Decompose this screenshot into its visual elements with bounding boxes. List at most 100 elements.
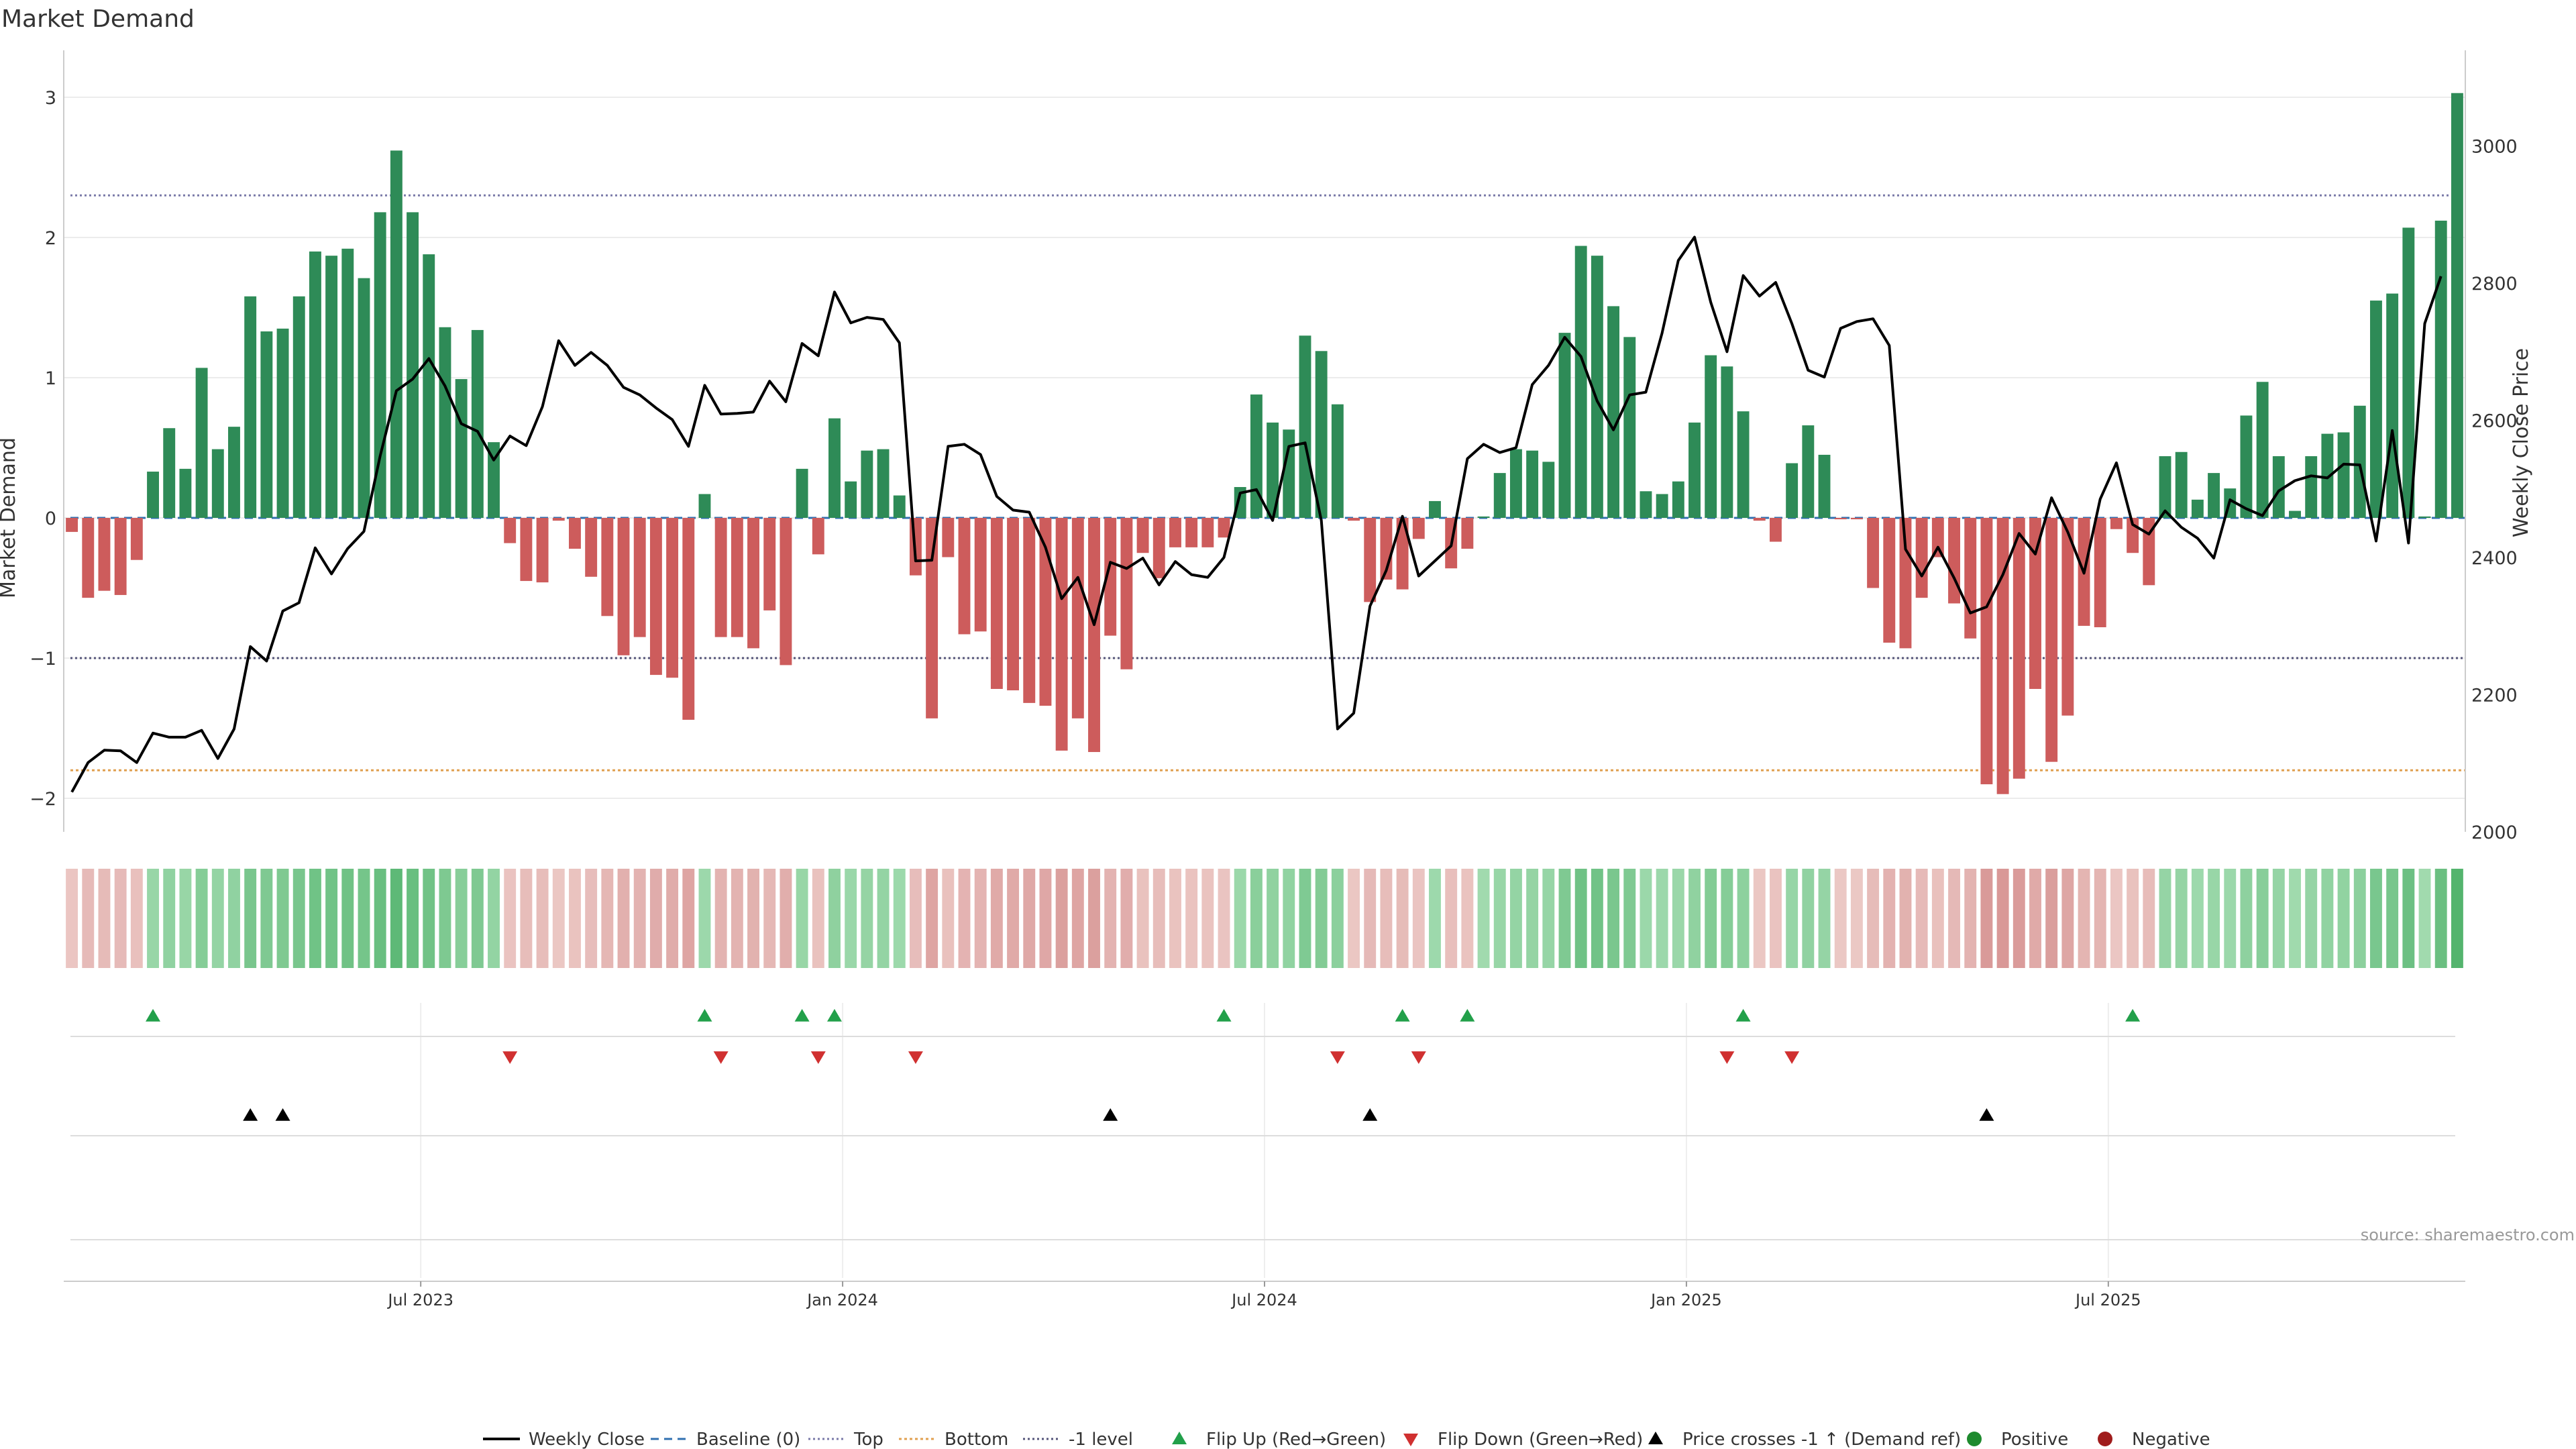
demand-bar-negative (1007, 518, 1020, 691)
demand-bar-negative (2061, 518, 2074, 716)
heat-strip-cell (1558, 869, 1571, 968)
heat-strip-cell (2272, 869, 2285, 968)
heat-strip-cell (1104, 869, 1117, 968)
heat-strip-cell (633, 869, 646, 968)
demand-bar-negative (520, 518, 533, 582)
heat-strip-cell (2240, 869, 2253, 968)
demand-bar-negative (1883, 518, 1896, 643)
heat-strip-cell (1185, 869, 1198, 968)
heat-strip-cell (309, 869, 321, 968)
demand-bar-negative (1348, 518, 1360, 521)
heat-strip-cell (82, 869, 95, 968)
heat-strip-cell (292, 869, 305, 968)
flip-up-marker (2125, 1009, 2141, 1022)
demand-bar-negative (649, 518, 662, 676)
legend-label: Top (853, 1430, 883, 1449)
demand-bar-negative (1136, 518, 1149, 553)
demand-bar-positive (2272, 456, 2285, 518)
demand-bar-negative (633, 518, 646, 637)
heat-strip-cell (2402, 869, 2415, 968)
chart-title: Market Demand (1, 5, 195, 33)
heat-strip-cell (1493, 869, 1506, 968)
heat-strip-cell (1542, 869, 1555, 968)
heat-strip-cell (2224, 869, 2237, 968)
heat-strip-cell (98, 869, 111, 968)
y2-tick-label: 2000 (2471, 822, 2518, 843)
heat-strip-cell (1574, 869, 1587, 968)
heat-strip-cell (1770, 869, 1782, 968)
demand-bar-positive (260, 331, 273, 518)
heat-strip-cell (1850, 869, 1863, 968)
heat-strip-cell (1721, 869, 1733, 968)
heat-strip-cell (1834, 869, 1847, 968)
heat-strip-cell (1883, 869, 1896, 968)
demand-bar-negative (2012, 518, 2025, 779)
demand-bar-negative (780, 518, 792, 665)
y2-tick-label: 2400 (2471, 548, 2518, 569)
demand-bar-positive (2321, 433, 2334, 518)
heat-strip-cell (1299, 869, 1311, 968)
heat-strip-cell (1737, 869, 1750, 968)
heat-strip-cell (1331, 869, 1344, 968)
demand-bar-positive (2240, 415, 2253, 518)
heat-strip-cell (796, 869, 808, 968)
heat-strip-cell (2289, 869, 2301, 968)
legend-label: Price crosses -1 ↑ (Demand ref) (1682, 1430, 1961, 1449)
demand-heat-strip (66, 869, 2463, 968)
demand-bar-positive (1640, 491, 1652, 518)
heat-strip-cell (260, 869, 273, 968)
heat-strip-cell (2353, 869, 2366, 968)
heat-strip-cell (1509, 869, 1522, 968)
heat-strip-cell (877, 869, 890, 968)
demand-bar-negative (1915, 518, 1928, 598)
demand-bar-positive (1250, 394, 1263, 518)
demand-bar-positive (2418, 516, 2431, 518)
heat-strip-cell (617, 869, 630, 968)
demand-bar-negative (2094, 518, 2106, 628)
flip-up-marker (1460, 1009, 1475, 1022)
demand-bar-negative (98, 518, 111, 591)
heat-strip-cell (66, 869, 78, 968)
demand-bar-negative (2029, 518, 2041, 689)
price-cross-marker (1979, 1108, 1994, 1121)
heat-strip-cell (2208, 869, 2220, 968)
heat-strip-cell (2045, 869, 2058, 968)
flip-down-marker (908, 1051, 923, 1064)
heat-strip-cell (828, 869, 841, 968)
heat-strip-cell (861, 869, 873, 968)
legend: Weekly Close Baseline (0) Top Bottom -1 leve… (483, 1430, 2210, 1449)
demand-bar-positive (1656, 494, 1668, 518)
demand-bar-positive (439, 327, 451, 518)
demand-bar-positive (845, 481, 857, 518)
heat-strip-cell (909, 869, 922, 968)
demand-bar-negative (601, 518, 614, 616)
demand-bar-negative (990, 518, 1003, 689)
heat-strip-cell (276, 869, 289, 968)
heat-strip-cell (2159, 869, 2171, 968)
heat-strip-cell (228, 869, 240, 968)
x-tick-label: Jan 2024 (806, 1291, 878, 1309)
heat-strip-cell (195, 869, 208, 968)
heat-strip-cell (407, 869, 419, 968)
demand-bar-negative (1770, 518, 1782, 542)
heat-strip-cell (1526, 869, 1539, 968)
demand-bar-positive (1721, 366, 1733, 518)
demand-bar-positive (1737, 411, 1750, 518)
demand-bar-positive (1315, 351, 1328, 518)
heat-strip-cell (1656, 869, 1668, 968)
heat-strip-cell (2386, 869, 2399, 968)
demand-bar-negative (130, 518, 143, 560)
axes: −2 −1 0 1 2 3 2000 2200 2400 2600 2800 3000 (30, 50, 2518, 843)
legend-label: Negative (2132, 1430, 2210, 1449)
demand-bar-positive (2159, 456, 2171, 518)
heat-strip-cell (1136, 869, 1149, 968)
demand-bar-positive (861, 450, 873, 518)
demand-bar-negative (926, 518, 938, 718)
heat-strip-cell (763, 869, 776, 968)
heat-strip-cell (1088, 869, 1100, 968)
heat-strip-cell (682, 869, 695, 968)
demand-bar-positive (698, 494, 711, 518)
legend-label: Positive (2001, 1430, 2068, 1449)
demand-bar-positive (1331, 404, 1344, 518)
heat-strip-cell (1672, 869, 1684, 968)
